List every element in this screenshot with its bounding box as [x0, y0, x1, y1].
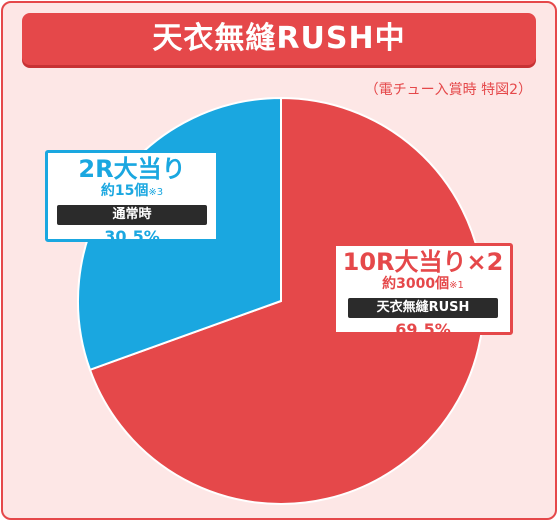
slice-label-2r: 2R大当り 約15個※3 通常時 30.5%	[45, 150, 219, 246]
chart-title: 天衣無縫RUSH中	[22, 13, 536, 65]
prize-label: 10R大当り×2	[342, 248, 504, 276]
payout-label: 約15個※3	[100, 183, 164, 199]
percent-label: 69.5%	[395, 320, 451, 339]
payout-label: 約3000個※1	[382, 276, 464, 292]
pie-slice-10r-rush	[88, 96, 485, 505]
mode-badge: 通常時	[57, 205, 207, 225]
mode-badge: 天衣無縫RUSH	[348, 298, 498, 318]
slice-label-10r: 10R大当り×2 約3000個※1 天衣無縫RUSH 69.5%	[333, 243, 513, 339]
prize-label: 2R大当り	[78, 155, 186, 183]
percent-label: 30.5%	[104, 227, 160, 246]
chart-note: （電チュー入賞時 特図2）	[364, 82, 532, 98]
